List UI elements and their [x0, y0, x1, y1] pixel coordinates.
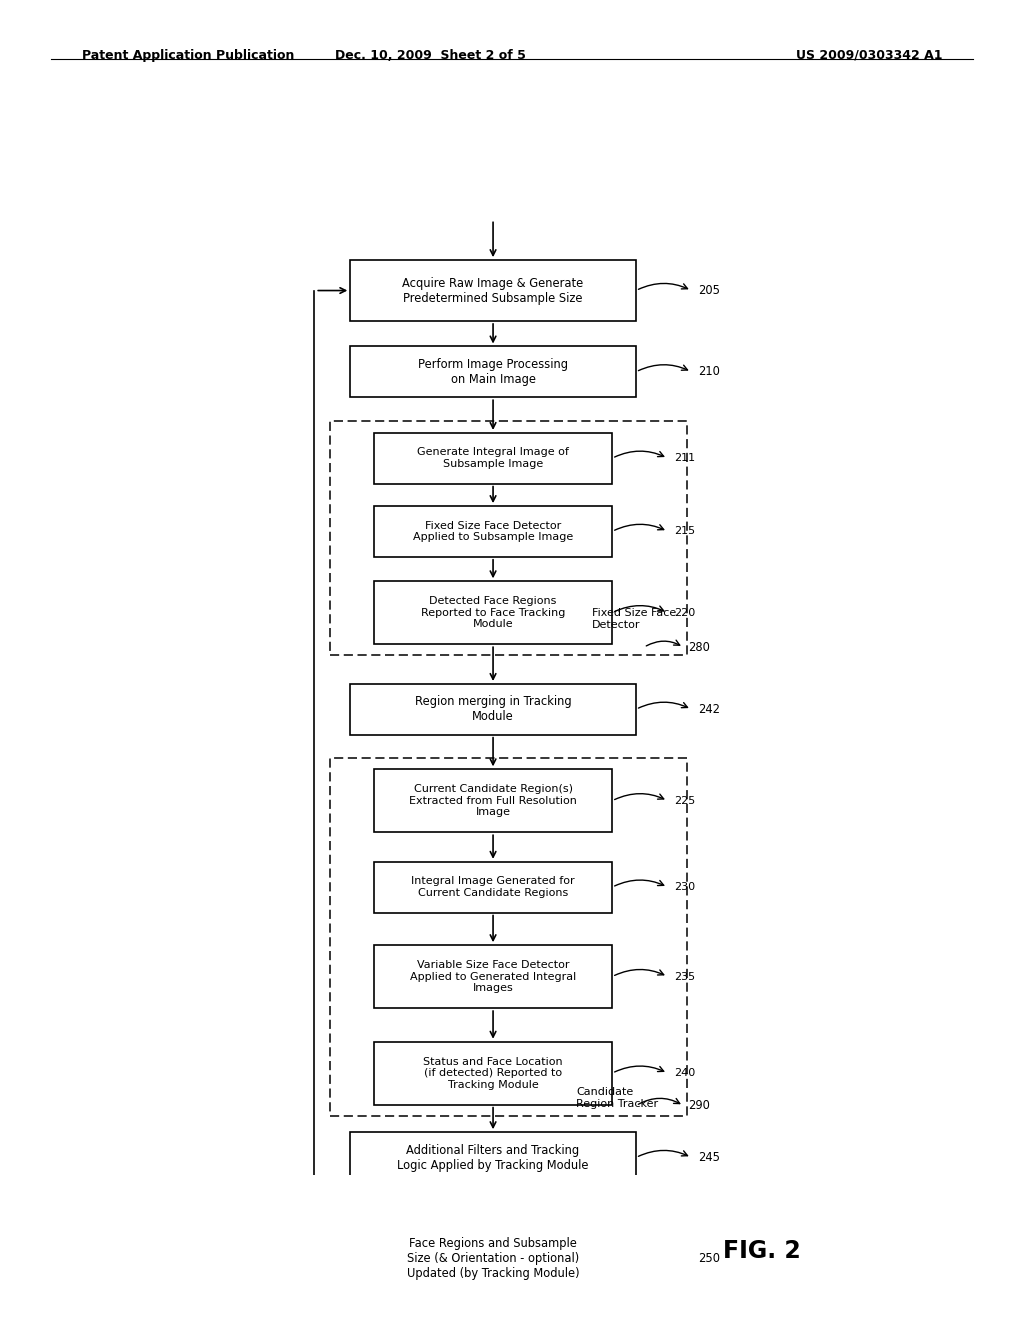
Text: Dec. 10, 2009  Sheet 2 of 5: Dec. 10, 2009 Sheet 2 of 5 [335, 49, 525, 62]
Bar [374, 581, 612, 644]
Bar [350, 346, 636, 397]
Text: 215: 215 [674, 527, 695, 536]
Text: Variable Size Face Detector
Applied to Generated Integral
Images: Variable Size Face Detector Applied to G… [410, 960, 577, 993]
Text: Integral Image Generated for
Current Candidate Regions: Integral Image Generated for Current Can… [412, 876, 574, 898]
Bar [374, 770, 612, 833]
Text: 242: 242 [697, 702, 720, 715]
Text: Fixed Size Face
Detector: Fixed Size Face Detector [592, 609, 677, 630]
Bar [374, 433, 612, 483]
Text: 280: 280 [688, 640, 711, 653]
Text: Status and Face Location
(if detected) Reported to
Tracking Module: Status and Face Location (if detected) R… [423, 1056, 563, 1090]
Text: Region merging in Tracking
Module: Region merging in Tracking Module [415, 696, 571, 723]
Text: Acquire Raw Image & Generate
Predetermined Subsample Size: Acquire Raw Image & Generate Predetermin… [402, 276, 584, 305]
Bar [374, 862, 612, 912]
Text: 210: 210 [697, 366, 720, 379]
Bar [350, 260, 636, 321]
Text: 230: 230 [674, 882, 695, 892]
Bar [350, 1133, 636, 1183]
Text: FIG. 2: FIG. 2 [723, 1239, 801, 1263]
Text: Perform Image Processing
on Main Image: Perform Image Processing on Main Image [418, 358, 568, 385]
Text: Generate Integral Image of
Subsample Image: Generate Integral Image of Subsample Ima… [417, 447, 569, 469]
Text: 240: 240 [674, 1068, 695, 1078]
Bar [350, 684, 636, 735]
Bar [374, 945, 612, 1008]
Text: 211: 211 [674, 453, 695, 463]
Bar [331, 758, 687, 1115]
Bar [374, 506, 612, 557]
Text: 220: 220 [674, 607, 695, 618]
Text: 250: 250 [697, 1251, 720, 1265]
Bar [331, 421, 687, 656]
Text: US 2009/0303342 A1: US 2009/0303342 A1 [796, 49, 942, 62]
Text: Face Regions and Subsample
Size (& Orientation - optional)
Updated (by Tracking : Face Regions and Subsample Size (& Orien… [407, 1237, 580, 1279]
Text: Current Candidate Region(s)
Extracted from Full Resolution
Image: Current Candidate Region(s) Extracted fr… [410, 784, 577, 817]
Text: 290: 290 [688, 1100, 711, 1113]
Text: 225: 225 [674, 796, 695, 805]
Text: Patent Application Publication: Patent Application Publication [82, 49, 294, 62]
Text: Candidate
Region Tracker: Candidate Region Tracker [577, 1088, 658, 1109]
Text: Fixed Size Face Detector
Applied to Subsample Image: Fixed Size Face Detector Applied to Subs… [413, 520, 573, 543]
Text: 205: 205 [697, 284, 720, 297]
Text: Additional Filters and Tracking
Logic Applied by Tracking Module: Additional Filters and Tracking Logic Ap… [397, 1143, 589, 1172]
Bar [350, 1226, 636, 1290]
Text: 245: 245 [697, 1151, 720, 1164]
Text: Detected Face Regions
Reported to Face Tracking
Module: Detected Face Regions Reported to Face T… [421, 597, 565, 630]
Bar [374, 1041, 612, 1105]
Text: 235: 235 [674, 972, 695, 982]
